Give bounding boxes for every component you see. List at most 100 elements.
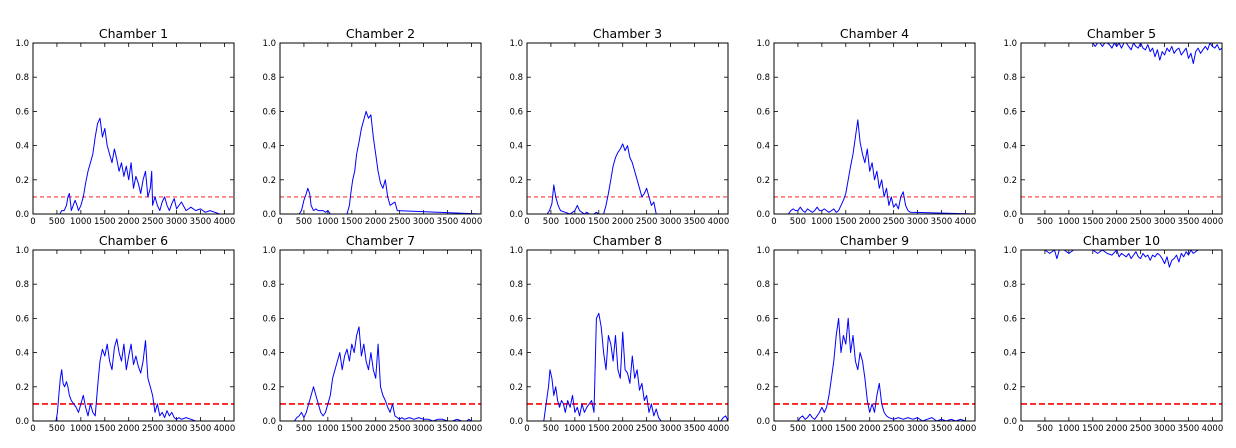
data-line-series-1 [527,143,728,214]
x-tick-label: 4000 [1202,424,1224,434]
y-tick-label: 0.2 [1003,383,1017,393]
x-tick-label: 2500 [389,217,411,227]
x-tick-label: 2000 [612,424,634,434]
x-tick-label: 1500 [1082,424,1104,434]
y-tick-label: 1.0 [262,246,276,256]
x-tick-label: 0 [30,217,35,227]
y-tick-label: 0.0 [15,417,29,427]
panel-title: Chamber 1 [99,26,168,41]
y-tick-label: 0.8 [1003,280,1017,290]
x-tick-label: 2000 [859,424,881,434]
y-tick-label: 0.0 [1003,210,1017,220]
plot-frame [526,42,729,215]
x-tick-label: 500 [49,217,65,227]
x-tick-label: 2000 [859,217,881,227]
x-tick-label: 3500 [437,424,459,434]
y-tick-label: 0.2 [15,176,29,186]
y-tick-label: 0.6 [15,107,29,117]
y-tick-label: 0.8 [509,280,523,290]
x-tick-label: 1500 [341,424,363,434]
x-tick-label: 500 [296,217,312,227]
x-tick-label: 2000 [365,217,387,227]
x-tick-label: 1500 [835,217,857,227]
x-tick-label: 0 [771,424,776,434]
y-tick-label: 0.6 [1003,107,1017,117]
x-tick-label: 500 [1037,424,1053,434]
y-tick-label: 0.8 [1003,73,1017,83]
y-tick-label: 0.2 [262,383,276,393]
x-tick-label: 500 [790,217,806,227]
panel-title: Chamber 10 [1083,233,1160,248]
x-tick-label: 4000 [214,217,236,227]
y-tick-label: 0.4 [756,142,770,152]
plot-frame [279,249,482,422]
y-tick-label: 0.0 [1003,417,1017,427]
y-tick-label: 0.8 [756,280,770,290]
x-tick-label: 4000 [214,424,236,434]
y-tick-label: 0.4 [1003,142,1017,152]
x-tick-label: 4000 [1202,217,1224,227]
x-tick-label: 1000 [70,424,92,434]
x-tick-label: 4000 [708,217,730,227]
x-tick-label: 500 [49,424,65,434]
x-tick-label: 3000 [166,424,188,434]
data-line-series-1 [280,110,481,214]
y-tick-label: 0.2 [1003,176,1017,186]
y-tick-label: 0.0 [509,417,523,427]
y-tick-label: 0.6 [509,107,523,117]
chamber-panel-2: Chamber 20.00.20.40.60.81.00 500 1000 1500 2… [262,26,482,227]
chamber-panel-6: Chamber 60.00.20.40.60.81.00 500 1000 1500 2… [15,233,235,434]
x-tick-label: 0 [30,424,35,434]
panel-title: Chamber 5 [1087,26,1156,41]
y-tick-label: 0.0 [15,210,29,220]
x-tick-label: 1500 [1082,217,1104,227]
plot-frame [773,42,976,215]
data-line-series-1 [280,326,481,421]
x-tick-label: 500 [543,424,559,434]
panel-title: Chamber 7 [346,233,415,248]
y-tick-label: 0.6 [756,314,770,324]
x-tick-label: 3000 [660,424,682,434]
y-tick-label: 1.0 [509,39,523,49]
y-tick-label: 0.4 [15,349,29,359]
data-line-series-1 [33,338,234,421]
plot-frame [279,42,482,215]
x-tick-label: 2500 [883,424,905,434]
x-tick-label: 4000 [955,424,977,434]
chamber-panel-5: Chamber 50.00.20.40.60.81.00 500 1000 1500 2… [1003,26,1223,227]
x-tick-label: 1000 [811,217,833,227]
y-tick-label: 0.4 [509,142,523,152]
data-line-series-1 [1035,250,1222,268]
x-tick-label: 500 [296,424,312,434]
y-tick-label: 0.0 [262,210,276,220]
chamber-panel-1: Chamber 10.00.20.40.60.81.00 500 1000 1500 2… [15,26,235,227]
x-tick-label: 2500 [1130,217,1152,227]
x-tick-label: 3500 [437,217,459,227]
y-tick-label: 1.0 [15,246,29,256]
x-tick-label: 3000 [413,217,435,227]
x-tick-label: 3500 [684,424,706,434]
x-tick-label: 2000 [1106,424,1128,434]
plot-frame [1020,42,1223,215]
y-tick-label: 0.0 [509,210,523,220]
chamber-panel-7: Chamber 70.00.20.40.60.81.00 500 1000 1500 2… [262,233,482,434]
x-tick-label: 3000 [166,217,188,227]
y-tick-label: 0.2 [262,176,276,186]
x-tick-label: 1000 [317,217,339,227]
x-tick-label: 3500 [931,217,953,227]
y-tick-label: 1.0 [509,246,523,256]
x-tick-label: 1500 [588,424,610,434]
x-tick-label: 3000 [660,217,682,227]
y-tick-label: 0.0 [262,417,276,427]
x-tick-label: 2000 [1106,217,1128,227]
y-tick-label: 0.2 [509,383,523,393]
y-tick-label: 0.0 [756,210,770,220]
data-line-series-1 [527,312,728,421]
x-tick-label: 2500 [636,217,658,227]
y-tick-label: 1.0 [756,246,770,256]
x-tick-label: 3000 [907,424,929,434]
x-tick-label: 3500 [1178,217,1200,227]
y-tick-label: 0.8 [262,73,276,83]
x-tick-label: 3000 [1154,217,1176,227]
plot-frame [526,249,729,422]
